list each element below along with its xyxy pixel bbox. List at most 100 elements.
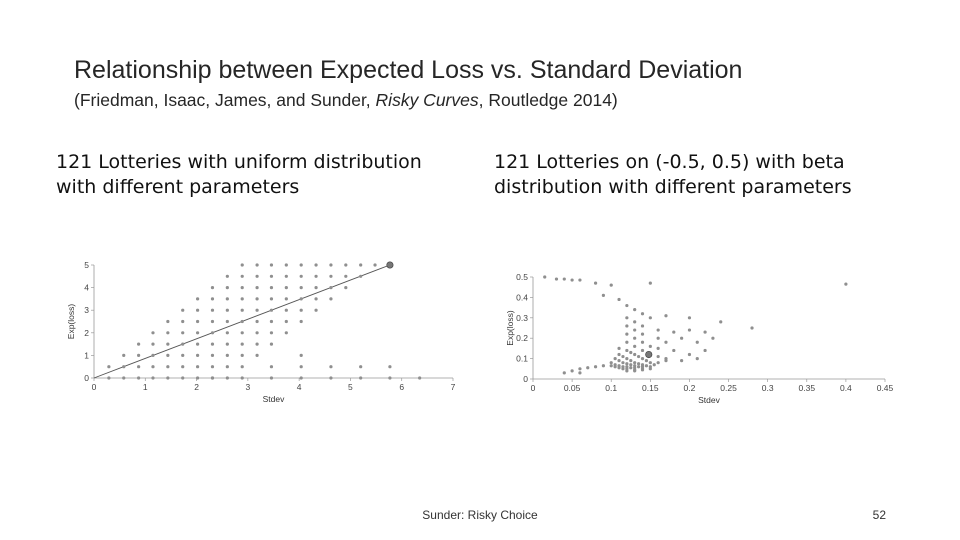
data-point [656,354,660,359]
y-tick-label: 0 [523,374,528,384]
data-point [269,274,274,278]
data-point [640,368,645,372]
data-point [625,316,629,320]
data-point [633,328,637,332]
data-point [617,366,621,370]
data-point [151,353,155,357]
x-tick-label: 3 [245,382,250,392]
data-point [695,340,699,344]
y-tick-label: 0 [84,373,89,383]
data-point [255,274,259,278]
data-point [225,274,229,278]
data-point [640,340,645,344]
data-point [210,376,215,380]
data-point [299,365,303,369]
data-point [586,366,590,370]
data-point [629,359,633,363]
data-point [625,357,629,361]
data-point [299,274,303,278]
data-point [151,365,155,369]
data-point [210,331,215,335]
data-point [299,376,303,380]
data-point [418,376,422,380]
data-point [137,376,141,380]
data-point [648,316,652,320]
data-point [388,376,392,380]
data-point [255,319,259,324]
data-point [210,308,215,312]
data-point [570,369,574,373]
data-point [284,274,288,278]
data-point [181,319,185,324]
data-point [299,308,303,312]
data-point [625,340,629,344]
data-point [656,346,660,350]
data-point [314,297,318,301]
data-point [625,303,629,308]
data-point [240,331,244,335]
data-point [640,312,645,316]
data-point [593,281,598,285]
y-tick-label: 1 [84,350,89,360]
data-point [703,348,707,353]
data-point [344,274,348,278]
data-point [640,357,645,361]
data-point [672,348,676,353]
data-point [648,361,652,365]
data-point [225,319,229,324]
data-point [609,364,613,368]
data-point [640,332,645,336]
data-point [637,362,641,366]
x-tick-label: 5 [348,382,353,392]
data-point [648,344,652,348]
data-point [562,371,566,375]
x-tick-label: 0.4 [840,383,852,393]
data-point [240,353,244,357]
y-tick-label: 0.2 [516,333,528,343]
data-point [648,281,652,285]
data-point [181,308,185,312]
data-point [240,286,244,290]
x-axis-label: Stdev [698,395,720,405]
data-point [284,286,288,290]
data-point [644,364,649,368]
data-point [240,376,244,380]
y-tick-label: 0.3 [516,313,528,323]
data-point [625,324,629,328]
data-point [299,353,303,357]
data-point [648,367,652,371]
data-point [633,352,637,357]
data-point [166,319,170,324]
data-point [299,297,303,301]
data-point [664,314,668,318]
data-point [255,308,259,312]
y-tick-label: 0.5 [516,272,528,282]
data-point [269,263,274,267]
data-point [166,331,170,335]
data-point [543,275,547,279]
subtitle-prefix: (Friedman, Isaac, James, and Sunder, [74,90,376,110]
data-point [664,359,668,363]
data-point [225,286,229,290]
y-tick-label: 5 [84,260,89,270]
y-tick-label: 3 [84,305,89,315]
x-axis-label: Stdev [263,394,285,404]
data-point [578,367,582,371]
data-point [225,353,229,357]
data-point [181,376,185,380]
x-tick-label: 0.25 [720,383,737,393]
data-point [107,376,111,380]
x-tick-label: 2 [194,382,199,392]
data-point [284,331,288,335]
y-tick-label: 0.4 [516,292,528,302]
data-point [672,330,676,334]
data-point [269,297,274,301]
data-point [299,263,303,267]
data-point [329,297,333,301]
data-point [617,359,621,363]
data-point [137,365,141,369]
data-point [562,277,566,281]
x-tick-label: 0.05 [564,383,581,393]
data-point [373,263,377,267]
data-point [284,297,288,301]
